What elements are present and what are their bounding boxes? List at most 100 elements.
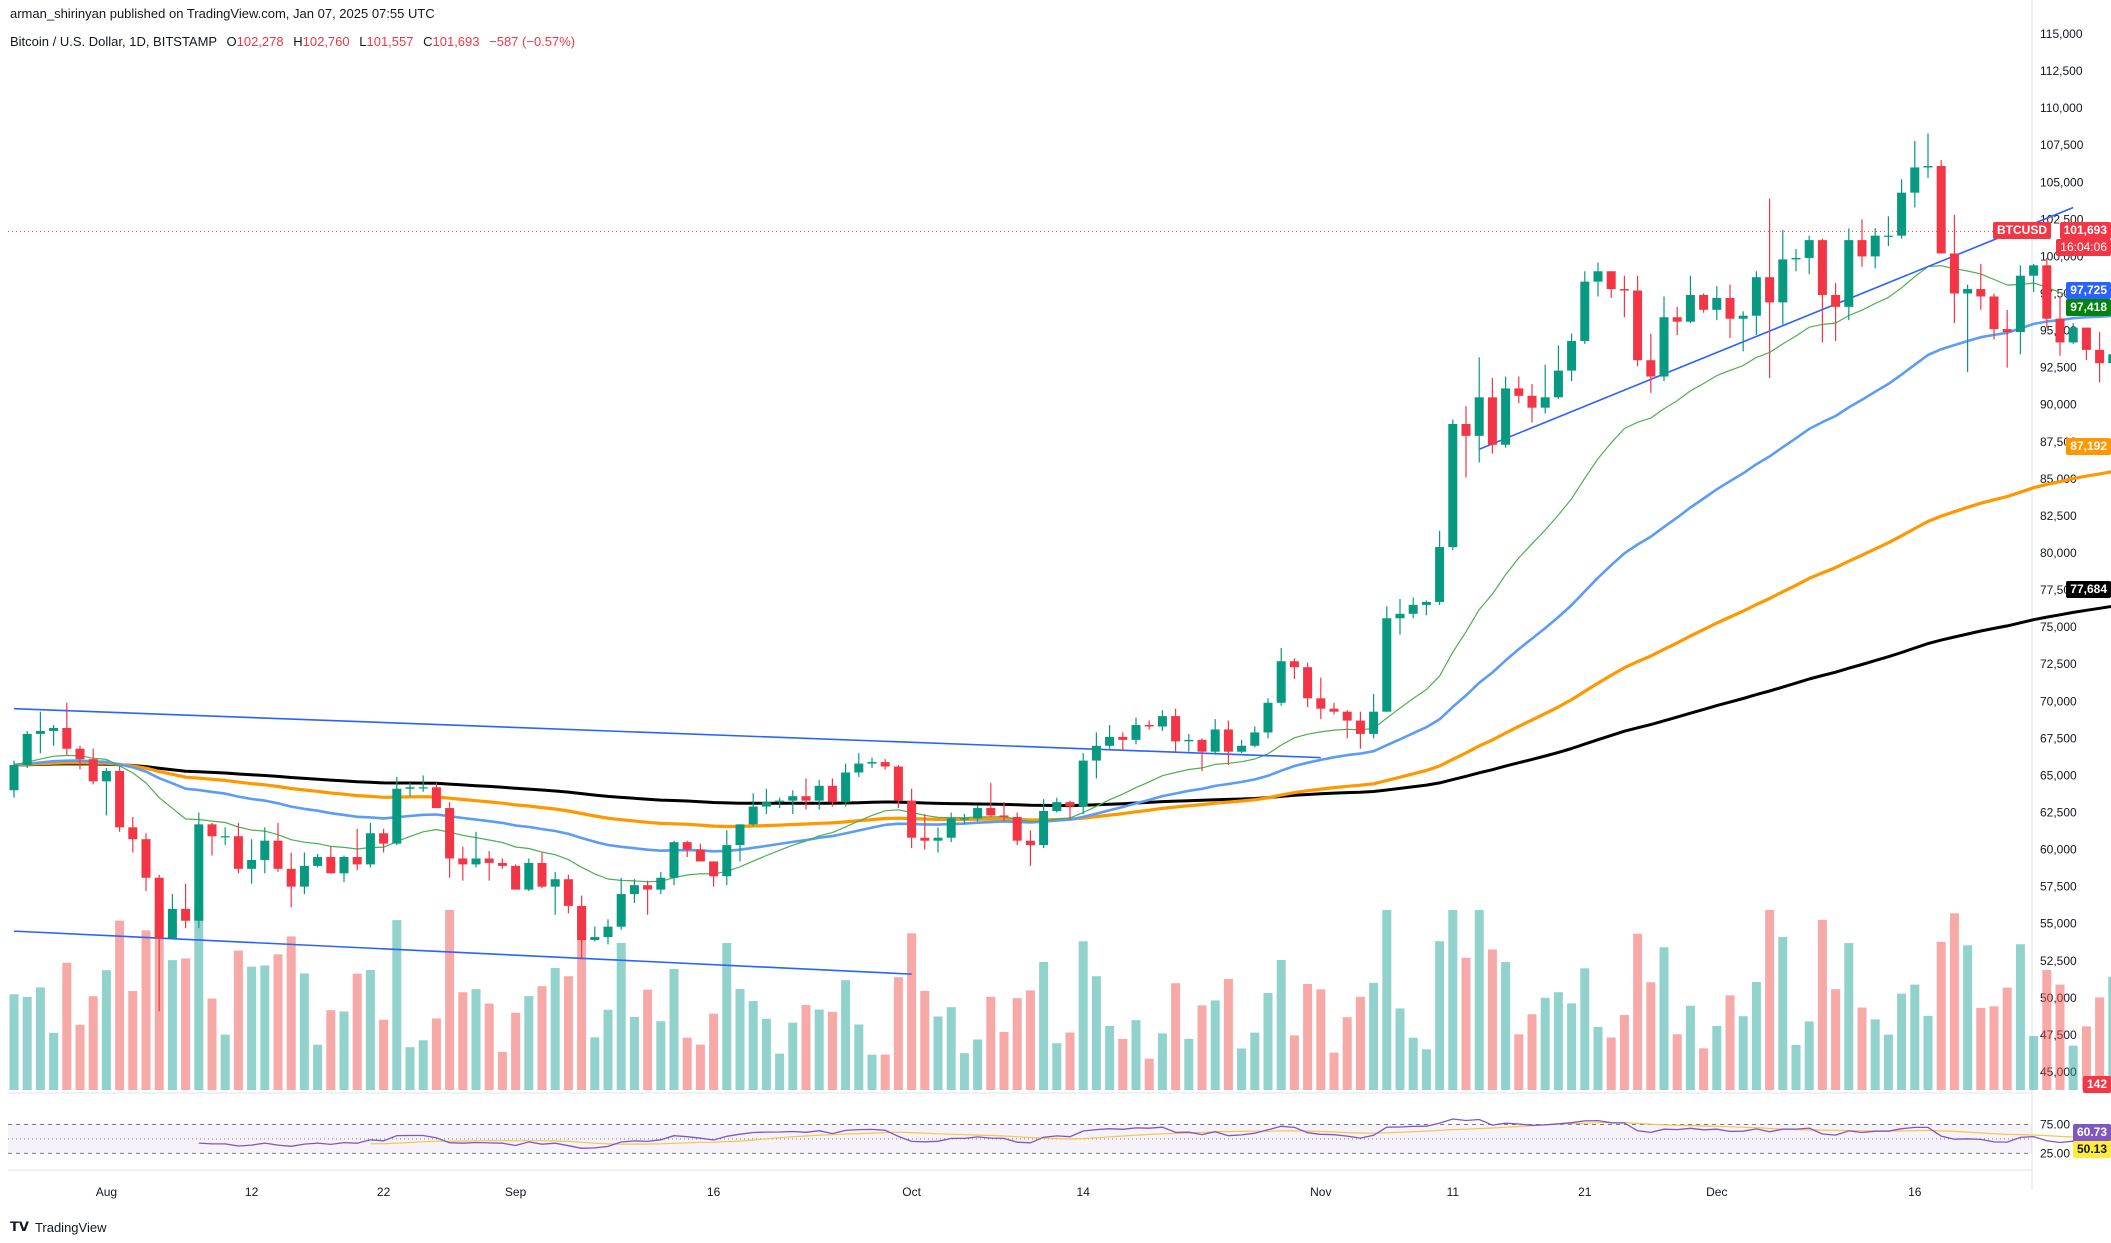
ema-fast-tag: 97,418	[2066, 299, 2111, 316]
open-value: 102,278	[236, 34, 284, 49]
candle-body	[418, 787, 428, 789]
candle-body	[1514, 388, 1524, 396]
volume-bar	[933, 1016, 943, 1090]
candle-body	[841, 772, 851, 803]
price-tick-label: 115,000	[2040, 27, 2083, 41]
candle-body	[247, 859, 257, 869]
volume-bar	[656, 1021, 666, 1090]
candle-body	[1672, 317, 1682, 322]
candle-body	[2042, 265, 2052, 319]
candle-body	[1197, 739, 1207, 752]
volume-bar	[22, 996, 32, 1090]
volume-bar	[1725, 995, 1735, 1090]
candle-body	[471, 858, 481, 865]
price-tick-label: 90,000	[2040, 398, 2077, 412]
candle-body	[643, 885, 653, 890]
price-tick-label: 65,000	[2040, 768, 2077, 782]
brand[interactable]: 𝗧𝗩 TradingView	[10, 1219, 106, 1235]
candle-body	[167, 908, 177, 939]
candle-body	[656, 877, 666, 890]
candle-body	[1593, 271, 1603, 282]
volume-bar	[484, 1003, 494, 1090]
price-tick-label: 82,500	[2040, 509, 2077, 523]
candle-body	[1025, 840, 1035, 846]
price-tick-label: 105,000	[2040, 175, 2084, 189]
countdown-tag: 16:04:06	[2056, 239, 2111, 256]
candle-body	[154, 877, 164, 939]
volume-bar	[1263, 993, 1273, 1090]
volume-bar	[326, 1010, 336, 1090]
volume-bar	[497, 1051, 507, 1090]
volume-bar	[524, 996, 534, 1090]
candle-body	[207, 824, 217, 837]
candle-body	[286, 868, 296, 887]
volume-bar	[1329, 1052, 1339, 1090]
candle-body	[22, 733, 32, 766]
candle-body	[511, 865, 521, 890]
candle-body	[1474, 397, 1484, 436]
candle-body	[1435, 547, 1445, 602]
volume-bar	[1751, 982, 1761, 1090]
candle-body	[1039, 811, 1049, 846]
last-price-tag: 101,693	[2059, 222, 2111, 239]
volume-bar	[471, 989, 481, 1090]
candle-body	[1936, 165, 1946, 254]
volume-bar	[260, 965, 270, 1090]
ema-mid-tag: 97,725	[2066, 282, 2111, 299]
volume-bar	[115, 920, 125, 1090]
volume-bar	[273, 954, 283, 1090]
volume-bar	[128, 991, 138, 1090]
candle-body	[181, 908, 191, 921]
candle-body	[1171, 716, 1181, 742]
volume-bar	[2015, 944, 2025, 1090]
candle-body	[1263, 702, 1273, 733]
volume-bar	[9, 994, 19, 1090]
volume-bar	[814, 1009, 824, 1090]
candle-body	[1857, 240, 1867, 257]
candle-body	[1131, 725, 1141, 740]
candle-body	[62, 727, 72, 749]
ema-line-ema-slow	[13, 470, 2111, 829]
volume-bar	[1118, 1038, 1128, 1090]
symbol-tag: BTCUSD	[1993, 222, 2051, 239]
low-label: L	[359, 34, 367, 49]
volume-bar	[946, 1007, 956, 1090]
volume-bar	[761, 1018, 771, 1090]
price-tick-label: 80,000	[2040, 546, 2077, 560]
ema-line-ema-long	[13, 604, 2111, 808]
volume-bar	[1474, 910, 1484, 1090]
candle-body	[1184, 739, 1194, 742]
volume-bar	[1831, 989, 1841, 1090]
volume-bar	[2029, 1035, 2039, 1090]
candle-body	[907, 800, 917, 838]
volume-bar	[141, 930, 151, 1090]
volume-bar	[1778, 936, 1788, 1090]
candle-body	[35, 730, 45, 734]
candle-body	[616, 894, 626, 927]
candle-body	[1765, 277, 1775, 303]
volume-bar	[2108, 976, 2111, 1090]
candle-body	[115, 770, 125, 828]
price-tick-label: 92,500	[2040, 361, 2077, 375]
volume-bar	[1223, 978, 1233, 1090]
volume-bar	[907, 933, 917, 1090]
volume-bar	[1105, 1025, 1115, 1090]
volume-bar	[1910, 984, 1920, 1090]
volume-bar	[1870, 1019, 1880, 1090]
volume-bar	[2055, 984, 2065, 1090]
candle-body	[682, 842, 692, 850]
volume-bar	[893, 977, 903, 1090]
candle-body	[405, 787, 415, 789]
volume-bar	[1421, 1049, 1431, 1090]
ema-line-ema-mid	[13, 314, 2111, 853]
candle-body	[1883, 235, 1893, 237]
candle-body	[484, 858, 494, 863]
price-tick-label: 57,500	[2040, 880, 2077, 894]
volume-bar	[220, 1034, 230, 1090]
volume-bar	[339, 1011, 349, 1090]
volume-bar	[299, 973, 309, 1090]
volume-bar	[2081, 1026, 2091, 1090]
price-tick-label: 107,500	[2040, 138, 2084, 152]
volume-bar	[365, 969, 375, 1090]
